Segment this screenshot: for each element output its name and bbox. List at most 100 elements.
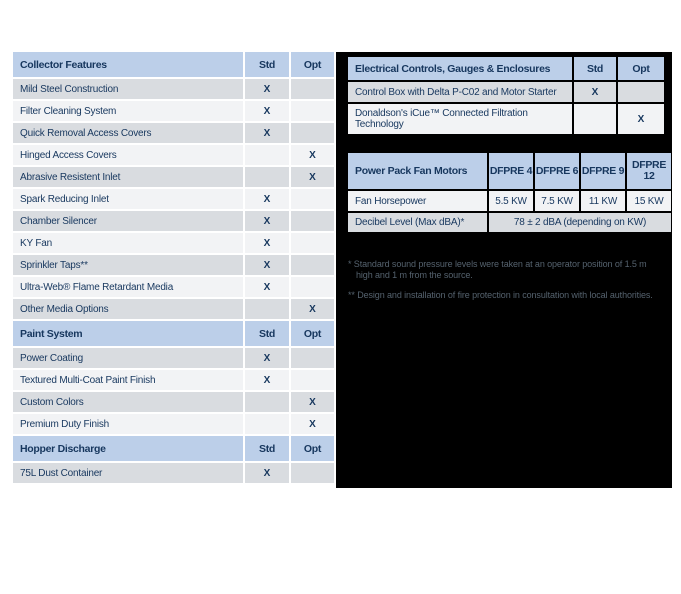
section-title: Paint System	[13, 321, 243, 346]
opt-value	[291, 277, 334, 297]
feature-label: Quick Removal Access Covers	[13, 123, 243, 143]
model-column-header: DFPRE 4	[489, 153, 533, 189]
table-row: Sprinkler Taps** X	[13, 255, 335, 275]
table-row: 75L Dust Container X	[13, 463, 335, 483]
table-row: Donaldson's iCue™ Connected Filtration T…	[348, 104, 666, 134]
opt-value: X	[291, 167, 334, 187]
feature-label: Ultra-Web® Flame Retardant Media	[13, 277, 243, 297]
footnote-fire-protection: ** Design and installation of fire prote…	[348, 290, 653, 300]
std-value: X	[245, 211, 289, 231]
opt-value	[618, 82, 664, 102]
feature-label: Power Coating	[13, 348, 243, 368]
opt-value: X	[291, 414, 334, 434]
table-row: Ultra-Web® Flame Retardant Media X	[13, 277, 335, 297]
opt-value: X	[291, 392, 334, 412]
horsepower-value: 7.5 KW	[535, 191, 579, 211]
model-column-header: DFPRE 6	[535, 153, 579, 189]
feature-label: Decibel Level (Max dBA)*	[348, 213, 487, 232]
opt-value	[291, 233, 334, 253]
feature-label: Chamber Silencer	[13, 211, 243, 231]
electrical-header-row: Electrical Controls, Gauges & Enclosures…	[348, 57, 666, 80]
feature-label: Abrasive Resistent Inlet	[13, 167, 243, 187]
opt-value: X	[291, 299, 334, 319]
std-value	[245, 167, 289, 187]
feature-label: Hinged Access Covers	[13, 145, 243, 165]
table-row: Chamber Silencer X	[13, 211, 335, 231]
footnote-sound-pressure: * Standard sound pressure levels were ta…	[348, 259, 647, 280]
opt-value: X	[618, 104, 664, 134]
section-title: Power Pack Fan Motors	[348, 153, 487, 189]
std-value: X	[245, 370, 289, 390]
std-value: X	[245, 101, 289, 121]
table-row: Custom Colors X	[13, 392, 335, 412]
table-row: Other Media Options X	[13, 299, 335, 319]
opt-value	[291, 463, 334, 483]
feature-label: KY Fan	[13, 233, 243, 253]
table-row: Decibel Level (Max dBA)* 78 ± 2 dBA (dep…	[348, 213, 671, 232]
std-column-header: Std	[245, 321, 289, 346]
table-row: Hinged Access Covers X	[13, 145, 335, 165]
features-tables: Collector Features Std Opt Mild Steel Co…	[13, 52, 335, 483]
opt-value	[291, 79, 334, 99]
opt-column-header: Opt	[291, 52, 334, 77]
horsepower-value: 11 KW	[581, 191, 625, 211]
section-title: Electrical Controls, Gauges & Enclosures	[348, 57, 572, 80]
horsepower-value: 5.5 KW	[489, 191, 533, 211]
std-value: X	[245, 79, 289, 99]
feature-label: Control Box with Delta P-C02 and Motor S…	[348, 82, 572, 102]
feature-label: Spark Reducing Inlet	[13, 189, 243, 209]
std-value	[245, 299, 289, 319]
std-value: X	[245, 255, 289, 275]
feature-label: Sprinkler Taps**	[13, 255, 243, 275]
model-column-header: DFPRE 9	[581, 153, 625, 189]
horsepower-value: 15 KW	[627, 191, 671, 211]
feature-label: Other Media Options	[13, 299, 243, 319]
model-column-header: DFPRE 12	[627, 153, 671, 189]
table-row: Premium Duty Finish X	[13, 414, 335, 434]
table-row: Power Coating X	[13, 348, 335, 368]
table-row: Spark Reducing Inlet X	[13, 189, 335, 209]
feature-label: Custom Colors	[13, 392, 243, 412]
std-value	[245, 145, 289, 165]
feature-label: Filter Cleaning System	[13, 101, 243, 121]
std-value: X	[245, 189, 289, 209]
section-title: Hopper Discharge	[13, 436, 243, 461]
table-row: KY Fan X	[13, 233, 335, 253]
std-value: X	[245, 463, 289, 483]
feature-label: Mild Steel Construction	[13, 79, 243, 99]
opt-value	[291, 255, 334, 275]
std-value: X	[245, 277, 289, 297]
paint-system-header-row: Paint System Std Opt	[13, 321, 335, 346]
feature-label: 75L Dust Container	[13, 463, 243, 483]
std-value: X	[245, 123, 289, 143]
section-title: Collector Features	[13, 52, 243, 77]
opt-column-header: Opt	[291, 321, 334, 346]
std-value	[245, 392, 289, 412]
table-row: Textured Multi-Coat Paint Finish X	[13, 370, 335, 390]
opt-value	[291, 123, 334, 143]
fan-motors-header-row: Power Pack Fan Motors DFPRE 4 DFPRE 6 DF…	[348, 153, 671, 189]
std-column-header: Std	[245, 436, 289, 461]
opt-value: X	[291, 145, 334, 165]
hopper-discharge-header-row: Hopper Discharge Std Opt	[13, 436, 335, 461]
std-value: X	[245, 348, 289, 368]
std-value	[574, 104, 616, 134]
footnotes: * Standard sound pressure levels were ta…	[348, 259, 664, 310]
opt-column-header: Opt	[618, 57, 664, 80]
std-column-header: Std	[245, 52, 289, 77]
opt-value	[291, 348, 334, 368]
opt-value	[291, 189, 334, 209]
std-column-header: Std	[574, 57, 616, 80]
feature-label: Fan Horsepower	[348, 191, 487, 211]
table-row: Abrasive Resistent Inlet X	[13, 167, 335, 187]
fan-motors-table: Power Pack Fan Motors DFPRE 4 DFPRE 6 DF…	[348, 153, 671, 232]
feature-label: Textured Multi-Coat Paint Finish	[13, 370, 243, 390]
opt-value	[291, 101, 334, 121]
std-value: X	[574, 82, 616, 102]
table-row: Control Box with Delta P-C02 and Motor S…	[348, 82, 666, 102]
electrical-specs-panel: Electrical Controls, Gauges & Enclosures…	[336, 52, 672, 488]
collector-features-header-row: Collector Features Std Opt	[13, 52, 335, 77]
table-row: Quick Removal Access Covers X	[13, 123, 335, 143]
opt-column-header: Opt	[291, 436, 334, 461]
